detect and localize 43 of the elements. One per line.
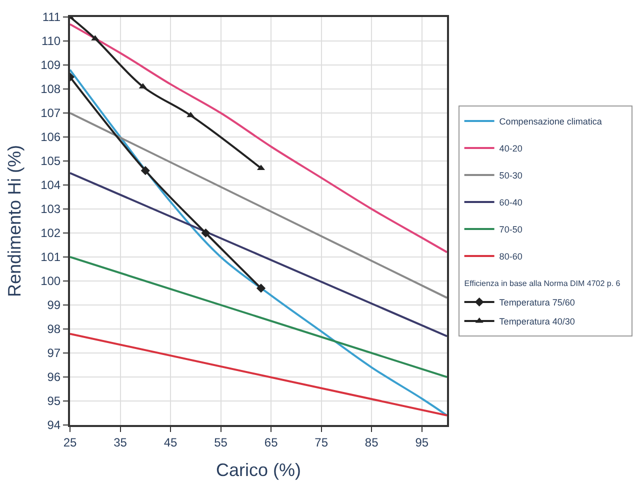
x-tick-label: 65 [264,435,278,450]
point [201,228,210,238]
x-tick-label: 75 [314,435,328,450]
legend-label: Temperatura 75/60 [499,298,575,308]
line-series [70,68,447,416]
y-tick-label: 104 [40,178,61,192]
point [186,112,195,118]
y-axis-title: Rendimento Hi (%) [4,144,24,298]
legend-label: Compensazione climatica [499,116,602,127]
y-tick-label: 107 [40,106,61,120]
x-tick-label: 45 [164,435,178,450]
y-tick-label: 103 [40,202,61,216]
y-tick-label: 102 [40,226,61,240]
y-tick-label: 95 [47,394,61,408]
y-tick-label: 109 [40,58,61,72]
y-tick-label: 96 [47,370,61,384]
legend-label: 50-30 [499,170,522,181]
y-tick-label: 99 [47,298,61,312]
point [256,284,266,293]
y-tick-label: 97 [47,346,61,360]
x-tick-label: 25 [63,435,77,450]
x-tick-label: 35 [114,435,128,450]
y-tick-label: 101 [40,250,61,264]
line-series [70,23,447,254]
x-tick-label: 95 [415,435,429,450]
x-tick-label: 85 [364,435,379,450]
legend-label: 60-40 [499,198,522,208]
legend-label: Temperatura 40/30 [499,316,575,327]
text: Efficienza in base alla Norma DIM 4702 p. 6 [464,279,621,288]
point [140,166,150,176]
y-tick-label: 98 [47,322,61,336]
legend-label: 80-60 [499,252,522,262]
legend-label: 70-50 [499,224,522,235]
y-tick-label: 108 [40,82,61,96]
y-tick-label: 94 [47,418,61,432]
y-tick-label: 106 [40,130,61,144]
legend-label: 40-20 [499,144,522,154]
x-tick-label: 55 [214,435,228,450]
x-axis-title: Carico (%) [216,460,302,480]
y-tick-label: 100 [40,274,61,288]
y-tick-label: 105 [40,154,61,168]
y-tick-label: 110 [41,34,61,48]
y-tick-label: 111 [42,10,61,24]
